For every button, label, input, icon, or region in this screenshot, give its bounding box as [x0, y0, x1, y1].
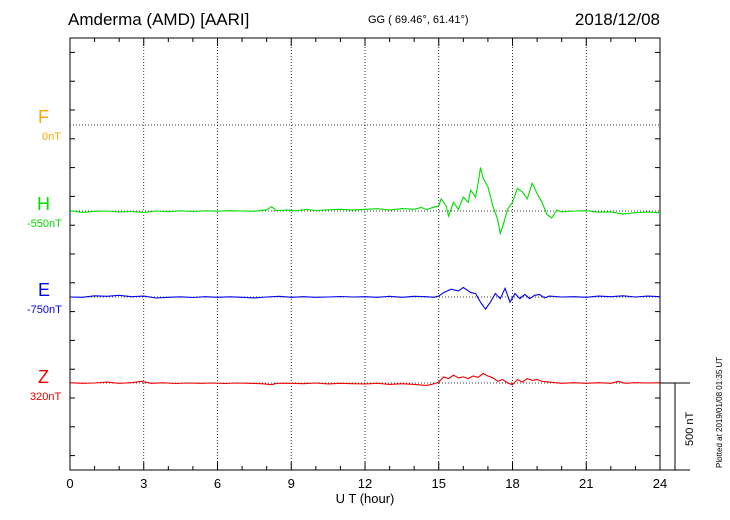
geographic-coordinates: GG ( 69.46°, 61.41°) — [368, 14, 469, 26]
series-line-z — [69, 372, 661, 386]
scale-bar-label: 500 nT — [684, 411, 696, 446]
plotted-timestamp: Plotted at 2019/01/08 01:35 UT — [715, 356, 724, 468]
series-lines — [69, 167, 661, 386]
component-f-label: F — [38, 107, 49, 127]
component-e-baseline: -750nT — [27, 304, 62, 316]
x-tick-label: 0 — [66, 476, 73, 491]
component-h-baseline: -550nT — [27, 218, 62, 230]
x-tick-label: 12 — [358, 476, 372, 491]
component-f-baseline: 0nT — [42, 131, 61, 143]
x-tick-labels: 0 3 6 9 12 15 18 21 24 — [66, 476, 667, 491]
component-h-label: H — [37, 194, 50, 214]
series-line-e — [69, 286, 661, 311]
x-tick-label: 24 — [653, 476, 667, 491]
axis-ticks — [69, 38, 661, 470]
x-tick-label: 21 — [579, 476, 593, 491]
x-axis-label: U T (hour) — [336, 491, 395, 506]
x-tick-label: 15 — [432, 476, 446, 491]
component-z-label: Z — [38, 367, 49, 387]
x-tick-label: 3 — [140, 476, 147, 491]
series-line-h — [69, 167, 661, 236]
date-label: 2018/12/08 — [574, 10, 660, 29]
x-tick-label: 18 — [505, 476, 519, 491]
grid-lines — [70, 38, 660, 470]
component-e-label: E — [38, 280, 51, 300]
component-z-baseline: 320nT — [30, 391, 62, 403]
station-title: Amderma (AMD) [AARI] — [68, 10, 250, 29]
x-tick-label: 9 — [288, 476, 295, 491]
x-tick-label: 6 — [214, 476, 221, 491]
